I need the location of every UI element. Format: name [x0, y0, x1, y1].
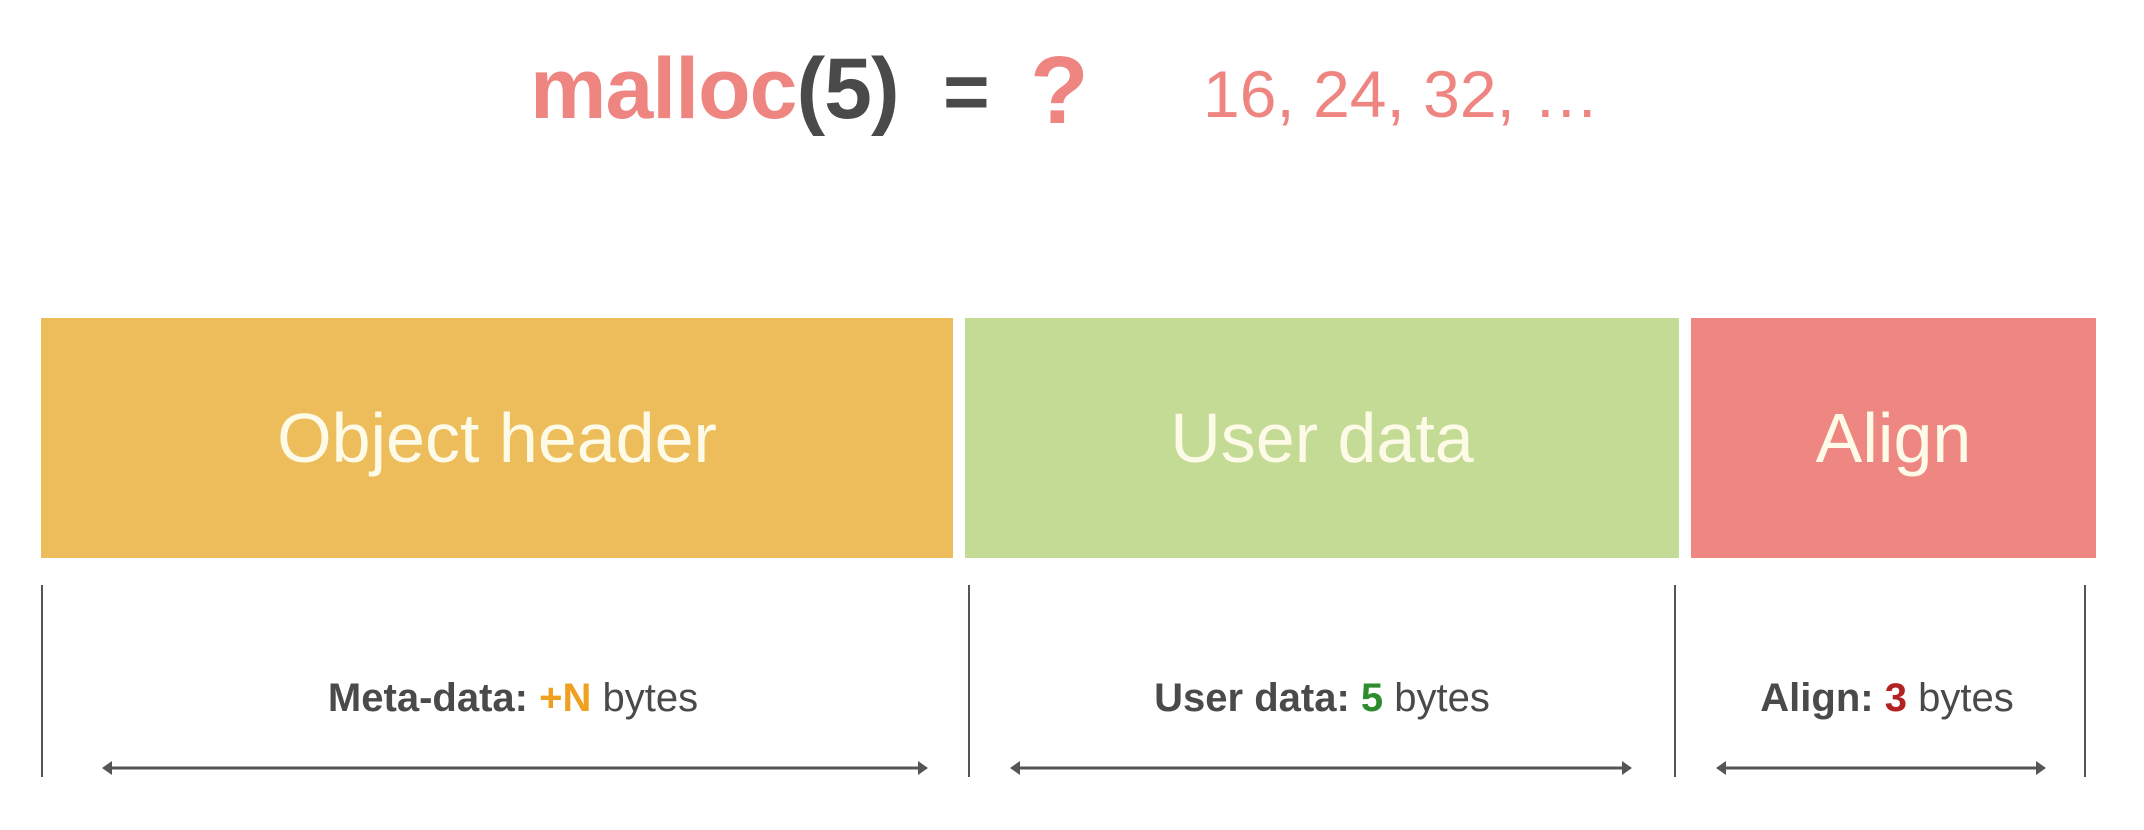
- meta-data-span-arrow: [102, 761, 928, 775]
- meta-data-size-value: +N: [539, 676, 592, 720]
- user-data-block: User data: [965, 318, 1679, 558]
- malloc-expression: malloc(5): [530, 41, 900, 137]
- equals-sign: =: [943, 47, 990, 136]
- align-size-label: Align: 3 bytes: [1760, 676, 2014, 720]
- candidate-sizes: 16, 24, 32, …: [1203, 57, 1600, 131]
- meta-data-size-label: Meta-data: +N bytes: [327, 676, 699, 720]
- divider-line: [2084, 585, 2086, 777]
- align-size-value: 3: [1884, 676, 1907, 720]
- divider-line: [41, 585, 43, 777]
- align-span-arrow: [1716, 761, 2046, 775]
- object-header-block: Object header: [41, 318, 953, 558]
- user-data-size-label: User data: 5 bytes: [1154, 676, 1490, 720]
- align-block: Align: [1691, 318, 2096, 558]
- divider-line: [968, 585, 970, 777]
- user-data-size-value: 5: [1360, 676, 1384, 720]
- user-data-span-arrow: [1010, 761, 1632, 775]
- divider-line: [1674, 585, 1676, 777]
- question-mark: ?: [1030, 37, 1089, 144]
